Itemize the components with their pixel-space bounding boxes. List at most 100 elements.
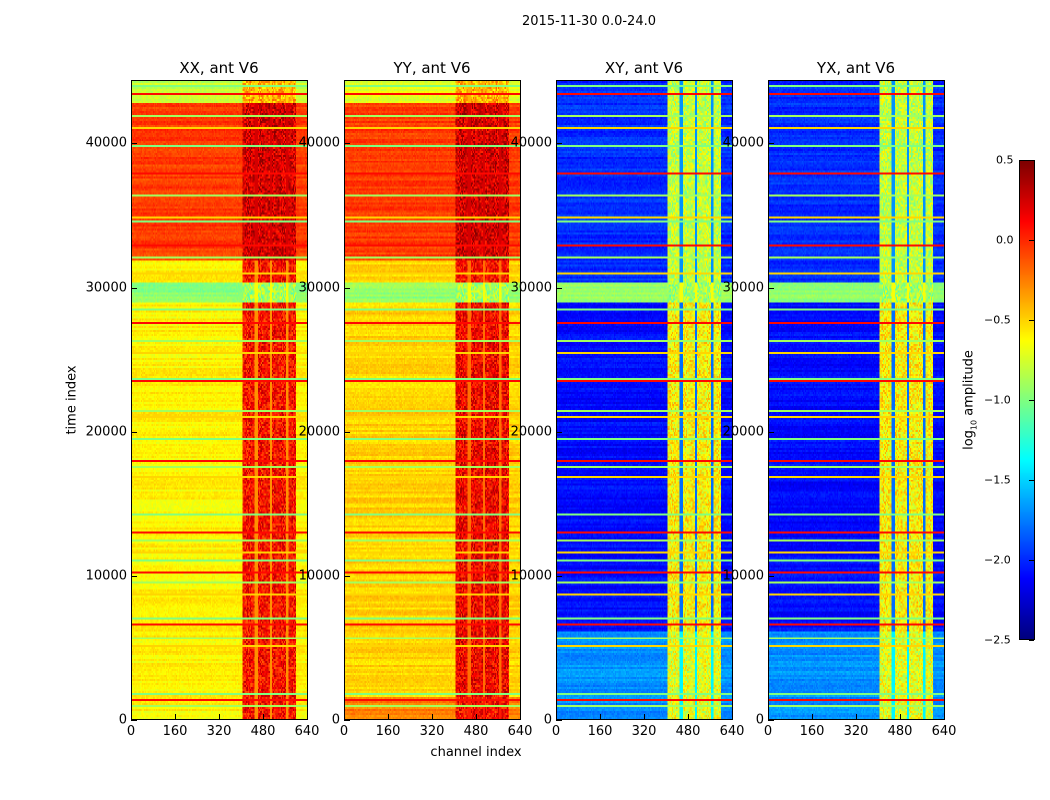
y-tick-mark [768, 287, 774, 289]
x-tick-mark [644, 714, 645, 720]
y-tick-label: 30000 [510, 280, 552, 296]
figure-title: 2015-11-30 0.0-24.0 [522, 14, 656, 29]
y-tick-mark [344, 287, 350, 289]
x-tick-mark [175, 714, 176, 720]
y-tick-mark [344, 720, 350, 721]
y-tick-label: 20000 [298, 424, 340, 440]
x-tick-mark [556, 714, 557, 720]
y-tick-label: 10000 [298, 568, 340, 584]
x-tick-mark [307, 714, 308, 720]
y-tick-label: 30000 [85, 280, 127, 296]
x-tick-label: 320 [631, 724, 657, 739]
x-tick-label: 480 [887, 724, 913, 739]
colorbar-tick-label: −2.0 [984, 553, 1011, 567]
y-tick-mark [556, 720, 562, 721]
heatmap-image-0 [132, 81, 307, 719]
x-tick-mark [900, 714, 901, 720]
y-tick-mark [344, 431, 350, 433]
y-tick-label: 0 [755, 712, 764, 728]
colorbar-tick-mark [1029, 240, 1034, 241]
colorbar-tick-mark [1029, 480, 1034, 481]
y-tick-mark [768, 575, 774, 577]
heatmap-panel-3 [768, 80, 945, 720]
x-tick-mark [812, 714, 813, 720]
x-tick-label: 320 [419, 724, 445, 739]
panel-title-0: XX, ant V6 [179, 59, 259, 77]
heatmap-panel-0 [131, 80, 308, 720]
y-tick-mark [768, 143, 774, 145]
x-tick-label: 640 [294, 724, 320, 739]
heatmap-panel-2 [556, 80, 733, 720]
y-tick-mark [344, 143, 350, 145]
y-tick-mark [768, 431, 774, 433]
colorbar-tick-mark [1029, 640, 1034, 641]
x-tick-mark [344, 714, 345, 720]
heatmap-image-2 [557, 81, 732, 719]
x-tick-label: 640 [507, 724, 533, 739]
y-tick-mark [556, 575, 562, 577]
y-tick-label: 20000 [85, 424, 127, 440]
x-tick-label: 160 [587, 724, 613, 739]
colorbar-tick-label: 0.0 [996, 233, 1014, 247]
y-tick-label: 10000 [722, 568, 764, 584]
panel-title-1: YY, ant V6 [393, 59, 471, 77]
y-tick-mark [556, 143, 562, 145]
y-tick-label: 20000 [722, 424, 764, 440]
y-tick-label: 40000 [722, 135, 764, 151]
y-tick-mark [131, 720, 137, 721]
y-tick-label: 0 [118, 712, 127, 728]
x-axis-label: channel index [430, 745, 522, 760]
x-tick-mark [432, 714, 433, 720]
colorbar-tick-mark [1029, 320, 1034, 321]
y-tick-mark [131, 575, 137, 577]
panel-title-3: YX, ant V6 [816, 59, 896, 77]
colorbar [1019, 160, 1035, 640]
colorbar-tick-label: −1.5 [984, 473, 1011, 487]
x-tick-mark [732, 714, 733, 720]
x-tick-mark [944, 714, 945, 720]
x-tick-label: 320 [206, 724, 232, 739]
y-tick-label: 30000 [298, 280, 340, 296]
colorbar-tick-label: −1.0 [984, 393, 1011, 407]
heatmap-image-1 [345, 81, 520, 719]
x-tick-mark [856, 714, 857, 720]
y-tick-label: 0 [543, 712, 552, 728]
y-tick-mark [131, 287, 137, 289]
y-tick-mark [344, 575, 350, 577]
y-axis-label: time index [64, 365, 80, 435]
x-tick-mark [476, 714, 477, 720]
x-tick-mark [768, 714, 769, 720]
y-tick-label: 40000 [510, 135, 552, 151]
x-tick-mark [600, 714, 601, 720]
heatmap-panel-1 [344, 80, 521, 720]
y-tick-mark [556, 287, 562, 289]
x-tick-mark [131, 714, 132, 720]
colorbar-tick-label: −2.5 [984, 633, 1011, 647]
y-tick-mark [131, 431, 137, 433]
heatmap-image-3 [769, 81, 944, 719]
colorbar-gradient [1020, 161, 1034, 639]
x-tick-label: 160 [799, 724, 825, 739]
x-tick-mark [219, 714, 220, 720]
y-tick-label: 40000 [85, 135, 127, 151]
x-tick-label: 640 [931, 724, 957, 739]
y-tick-mark [556, 431, 562, 433]
x-tick-label: 160 [162, 724, 188, 739]
colorbar-tick-label: 0.5 [996, 153, 1014, 167]
y-tick-mark [131, 143, 137, 145]
y-tick-mark [768, 720, 774, 721]
x-tick-mark [263, 714, 264, 720]
y-tick-label: 30000 [722, 280, 764, 296]
y-tick-label: 10000 [85, 568, 127, 584]
x-tick-label: 640 [719, 724, 745, 739]
colorbar-tick-mark [1029, 160, 1034, 161]
x-tick-label: 480 [463, 724, 489, 739]
x-tick-label: 0 [339, 724, 349, 739]
x-tick-mark [388, 714, 389, 720]
y-tick-label: 0 [331, 712, 340, 728]
colorbar-tick-label: −0.5 [984, 313, 1011, 327]
x-tick-label: 480 [675, 724, 701, 739]
x-tick-label: 0 [551, 724, 561, 739]
colorbar-tick-mark [1029, 560, 1034, 561]
